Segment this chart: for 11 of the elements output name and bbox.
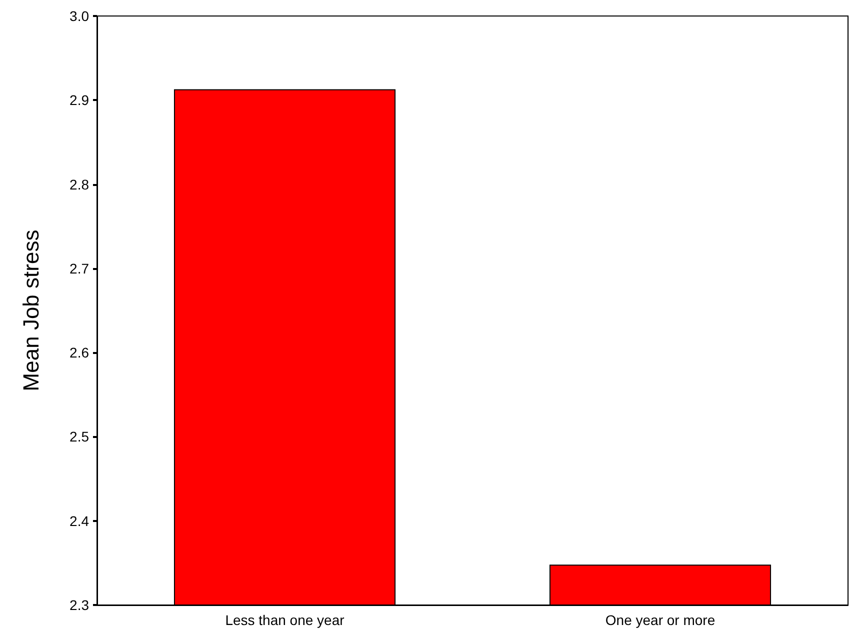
x-tick-label: One year or more bbox=[605, 612, 716, 628]
y-axis-title: Mean Job stress bbox=[18, 230, 44, 392]
y-tick-label: 2.9 bbox=[70, 92, 90, 108]
y-tick-label: 2.4 bbox=[70, 512, 90, 529]
y-tick-label: 3.0 bbox=[70, 8, 90, 24]
y-tick-label: 2.3 bbox=[70, 597, 90, 613]
x-tick-label: Less than one year bbox=[225, 612, 345, 628]
y-tick-label: 2.6 bbox=[70, 344, 90, 361]
y-tick-label: 2.7 bbox=[70, 260, 90, 276]
y-tick-label: 2.5 bbox=[70, 428, 90, 445]
y-tick-label: 2.8 bbox=[70, 176, 90, 192]
